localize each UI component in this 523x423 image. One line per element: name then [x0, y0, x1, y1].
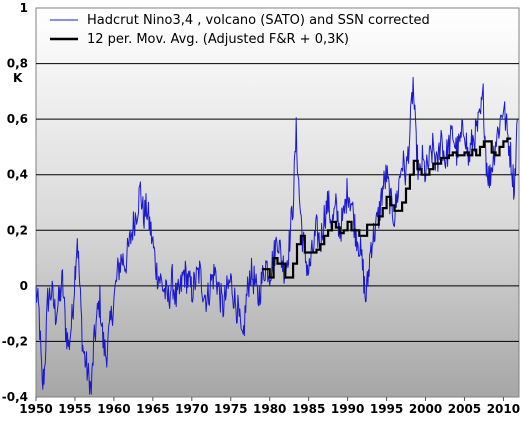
x-tick-label: 2000 [409, 402, 442, 416]
y-tick-label: 0,8 [7, 57, 28, 71]
legend-label-moving-avg: 12 per. Mov. Avg. (Adjusted F&R + 0,3K) [87, 32, 349, 47]
x-tick-label: 1980 [253, 402, 286, 416]
y-tick-label: 0 [20, 279, 28, 293]
y-tick-label: -0,4 [2, 390, 28, 404]
x-tick-label: 1960 [97, 402, 130, 416]
x-axis-ticks: 1950 1955 1960 1965 1970 1975 1980 1985 1990 1995… [19, 397, 520, 416]
x-tick-label: 1995 [370, 402, 403, 416]
y-tick-label: 1 [20, 1, 28, 15]
x-tick-label: 1965 [136, 402, 169, 416]
legend: Hadcrut Nino3,4 , volcano (SATO) and SSN… [50, 13, 430, 47]
x-tick-label: 1955 [58, 402, 91, 416]
gridlines [36, 63, 519, 342]
x-tick-label: 1950 [19, 402, 52, 416]
series-hadcrut-line [35, 76, 518, 395]
y-tick-label: 0,4 [7, 168, 28, 182]
x-tick-label: 1990 [331, 402, 364, 416]
y-tick-label: 0,2 [7, 223, 28, 237]
series-lines [35, 76, 518, 395]
plot-background [35, 7, 520, 398]
x-tick-label: 1970 [175, 402, 208, 416]
y-axis-label: K [13, 71, 23, 85]
series-moving-avg-line [261, 137, 512, 279]
x-tick-label: 2010 [487, 402, 520, 416]
x-tick-label: 2005 [448, 402, 481, 416]
x-tick-label: 1985 [292, 402, 325, 416]
legend-label-hadcrut: Hadcrut Nino3,4 , volcano (SATO) and SSN… [87, 13, 430, 28]
x-tick-label: 1975 [214, 402, 247, 416]
y-tick-label: -0,2 [2, 334, 28, 348]
y-tick-label: 0,6 [7, 112, 28, 126]
y-axis-ticks: -0,4 -0,2 0 0,2 0,4 0,6 0,8 1 [2, 1, 28, 404]
